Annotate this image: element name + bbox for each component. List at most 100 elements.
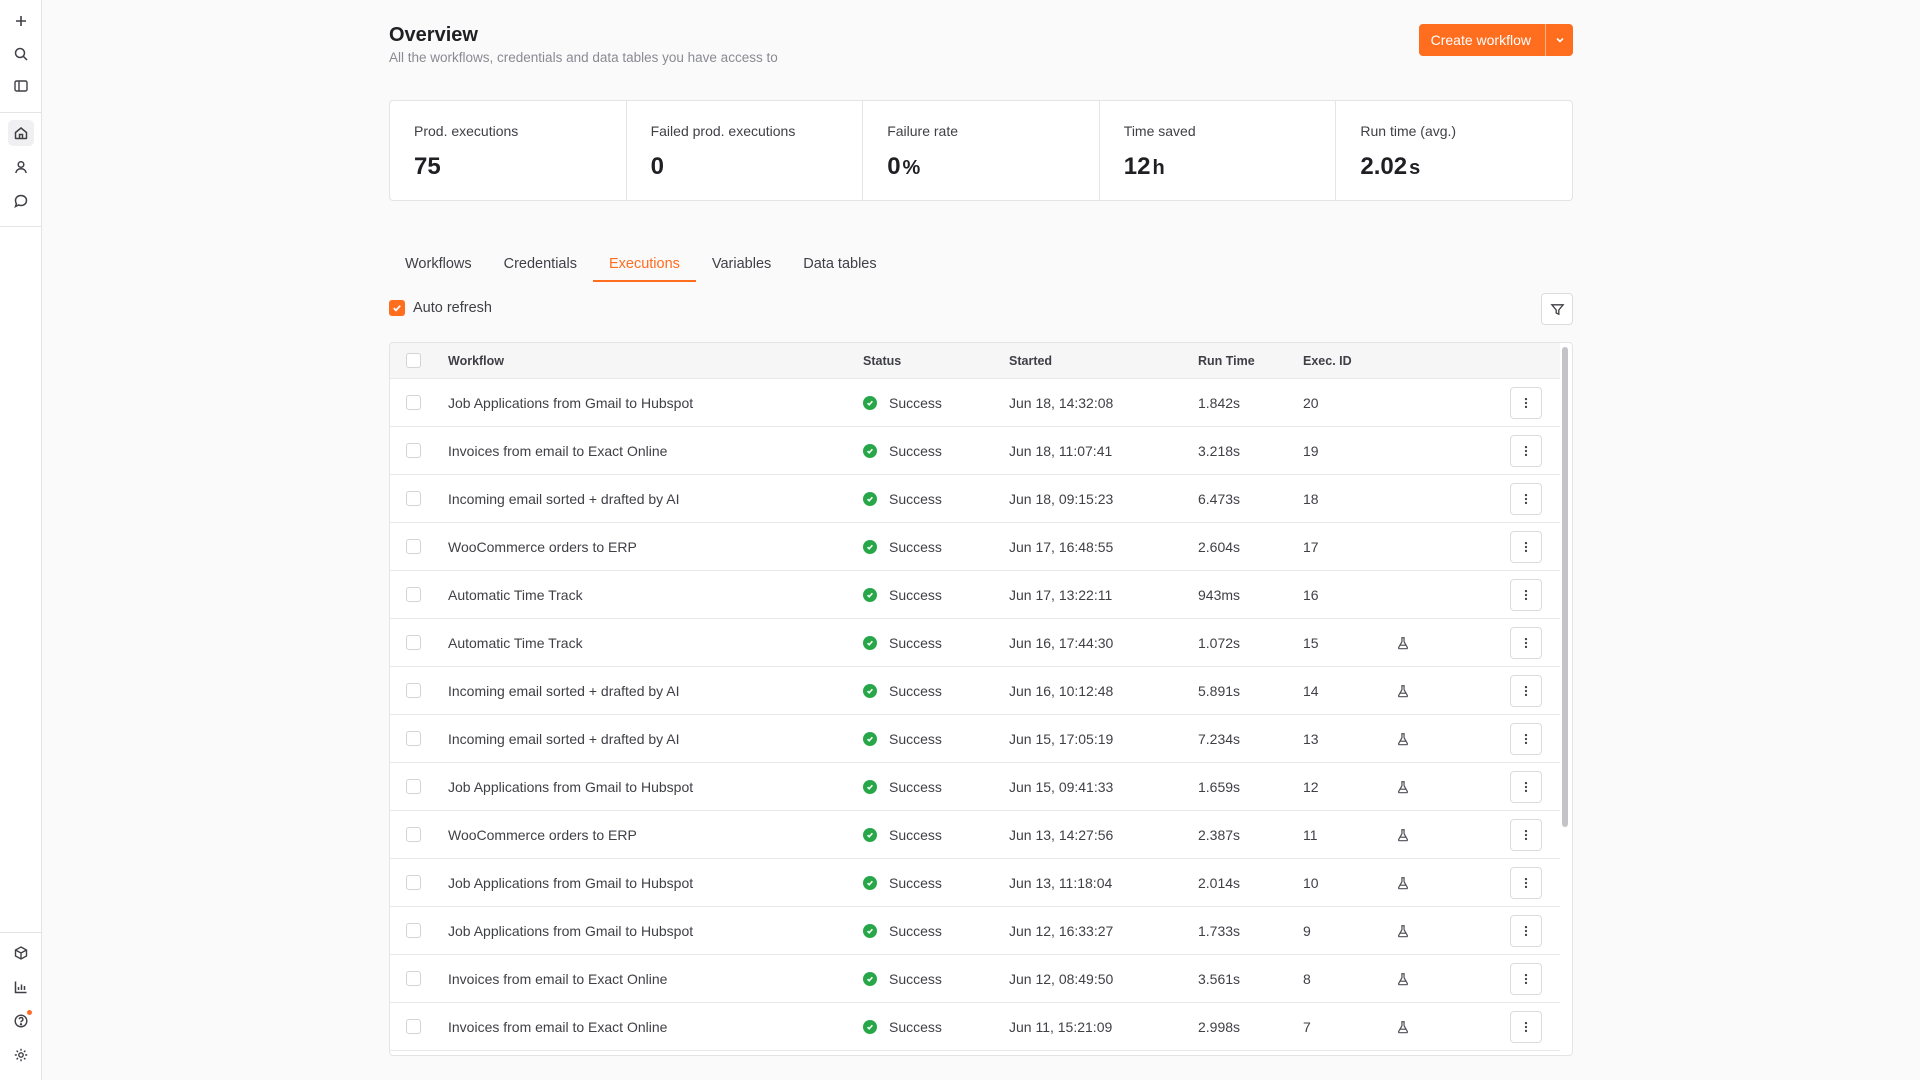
row-checkbox[interactable] [406, 1003, 421, 1050]
row-menu[interactable] [1510, 955, 1542, 1002]
tab-executions[interactable]: Executions [592, 252, 696, 282]
create-workflow-label[interactable]: Create workflow [1430, 32, 1531, 48]
more-options-icon[interactable] [1510, 482, 1542, 515]
create-workflow-button[interactable]: Create workflow [1418, 24, 1573, 56]
workflow-name[interactable]: Job Applications from Gmail to Hubspot [448, 778, 694, 795]
workflow-name[interactable]: WooCommerce orders to ERP [448, 538, 637, 555]
row-checkbox[interactable] [406, 379, 421, 426]
row-checkbox[interactable] [406, 667, 421, 714]
run-time: 943ms [1198, 586, 1241, 603]
auto-refresh-checkbox[interactable] [389, 300, 405, 316]
workflow-name[interactable]: Incoming email sorted + drafted by AI [448, 682, 680, 699]
workflow-name[interactable]: Automatic Time Track [448, 586, 583, 603]
row-menu[interactable] [1510, 907, 1542, 954]
panel-toggle-icon[interactable] [8, 73, 34, 99]
row-checkbox[interactable] [406, 427, 421, 474]
row-menu[interactable] [1510, 571, 1542, 618]
templates-icon[interactable] [8, 940, 34, 966]
table-row[interactable]: Job Applications from Gmail to Hubspot Su… [390, 763, 1560, 811]
more-options-icon[interactable] [1510, 578, 1542, 611]
more-options-icon[interactable] [1510, 722, 1542, 755]
table-row[interactable]: Incoming email sorted + drafted by AI Suc… [390, 475, 1560, 523]
table-row[interactable]: WooCommerce orders to ERP Success Jun 17, … [390, 523, 1560, 571]
help-icon[interactable] [8, 1008, 34, 1034]
row-checkbox[interactable] [406, 619, 421, 666]
workflow-name[interactable]: WooCommerce orders to ERP [448, 826, 637, 843]
table-row[interactable]: Incoming email sorted + drafted by AI Suc… [390, 667, 1560, 715]
add-icon[interactable] [8, 8, 34, 34]
row-menu[interactable] [1510, 715, 1542, 762]
settings-icon[interactable] [8, 1042, 34, 1068]
home-icon[interactable] [8, 120, 34, 146]
more-options-icon[interactable] [1510, 962, 1542, 995]
workflow-name[interactable]: Job Applications from Gmail to Hubspot [448, 394, 694, 411]
row-checkbox[interactable] [406, 571, 421, 618]
tab-variables[interactable]: Variables [711, 256, 772, 272]
started-time: Jun 16, 17:44:30 [1009, 634, 1114, 651]
tab-data-tables[interactable]: Data tables [803, 256, 877, 272]
row-menu[interactable] [1510, 475, 1542, 522]
row-checkbox[interactable] [406, 715, 421, 762]
table-row[interactable]: Invoices from email to Exact Online Succe… [390, 1003, 1560, 1051]
more-options-icon[interactable] [1510, 1010, 1542, 1043]
workflow-name[interactable]: Invoices from email to Exact Online [448, 442, 668, 459]
tab-credentials[interactable]: Credentials [503, 256, 577, 272]
row-checkbox[interactable] [406, 475, 421, 522]
success-icon [863, 587, 877, 602]
row-checkbox[interactable] [406, 907, 421, 954]
filter-button[interactable] [1541, 293, 1573, 325]
row-menu[interactable] [1510, 763, 1542, 810]
workflow-name[interactable]: Job Applications from Gmail to Hubspot [448, 922, 694, 939]
more-options-icon[interactable] [1510, 914, 1542, 947]
table-row[interactable]: Incoming email sorted + drafted by AI Suc… [390, 715, 1560, 763]
table-row[interactable]: Invoices from email to Exact Online Succe… [390, 427, 1560, 475]
table-row[interactable]: Job Applications from Gmail to Hubspot Su… [390, 379, 1560, 427]
row-menu[interactable] [1510, 859, 1542, 906]
more-options-icon[interactable] [1510, 386, 1542, 419]
table-row[interactable]: Automatic Time Track Success Jun 17, 13:22… [390, 571, 1560, 619]
search-icon[interactable] [8, 41, 34, 67]
auto-refresh-toggle[interactable]: Auto refresh [389, 300, 492, 316]
more-options-icon[interactable] [1510, 866, 1542, 899]
workflow-name[interactable]: Invoices from email to Exact Online [448, 970, 668, 987]
row-menu[interactable] [1510, 619, 1542, 666]
table-row[interactable]: Job Applications from Gmail to Hubspot Su… [390, 907, 1560, 955]
row-menu[interactable] [1510, 1003, 1542, 1050]
scrollbar[interactable] [1562, 347, 1568, 827]
row-menu[interactable] [1510, 811, 1542, 858]
row-menu[interactable] [1510, 379, 1542, 426]
chat-icon[interactable] [8, 188, 34, 214]
workflow-name[interactable]: Invoices from email to Exact Online [448, 1018, 668, 1035]
row-checkbox[interactable] [406, 859, 421, 906]
row-menu[interactable] [1510, 427, 1542, 474]
user-icon[interactable] [8, 154, 34, 180]
table-row[interactable]: Automatic Time Track Success Jun 16, 17:44… [390, 619, 1560, 667]
row-checkbox[interactable] [406, 955, 421, 1002]
select-all-checkbox[interactable] [406, 343, 421, 378]
flask-icon [1396, 811, 1410, 858]
more-options-icon[interactable] [1510, 770, 1542, 803]
more-options-icon[interactable] [1510, 434, 1542, 467]
row-checkbox[interactable] [406, 523, 421, 570]
workflow-name[interactable]: Job Applications from Gmail to Hubspot [448, 874, 694, 891]
success-icon [863, 539, 877, 554]
table-row[interactable]: Invoices from email to Exact Online Succe… [390, 955, 1560, 1003]
run-time: 3.561s [1198, 970, 1241, 987]
workflow-name[interactable]: Automatic Time Track [448, 634, 583, 651]
insights-icon[interactable] [8, 974, 34, 1000]
success-icon [863, 827, 877, 842]
more-options-icon[interactable] [1510, 626, 1542, 659]
tab-workflows[interactable]: Workflows [405, 256, 472, 272]
more-options-icon[interactable] [1510, 530, 1542, 563]
workflow-name[interactable]: Incoming email sorted + drafted by AI [448, 730, 680, 747]
more-options-icon[interactable] [1510, 818, 1542, 851]
row-menu[interactable] [1510, 667, 1542, 714]
chevron-down-icon[interactable] [1545, 24, 1573, 56]
row-checkbox[interactable] [406, 811, 421, 858]
table-row[interactable]: WooCommerce orders to ERP Success Jun 13, … [390, 811, 1560, 859]
workflow-name[interactable]: Incoming email sorted + drafted by AI [448, 490, 680, 507]
row-checkbox[interactable] [406, 763, 421, 810]
table-row[interactable]: Job Applications from Gmail to Hubspot Su… [390, 859, 1560, 907]
more-options-icon[interactable] [1510, 674, 1542, 707]
row-menu[interactable] [1510, 523, 1542, 570]
